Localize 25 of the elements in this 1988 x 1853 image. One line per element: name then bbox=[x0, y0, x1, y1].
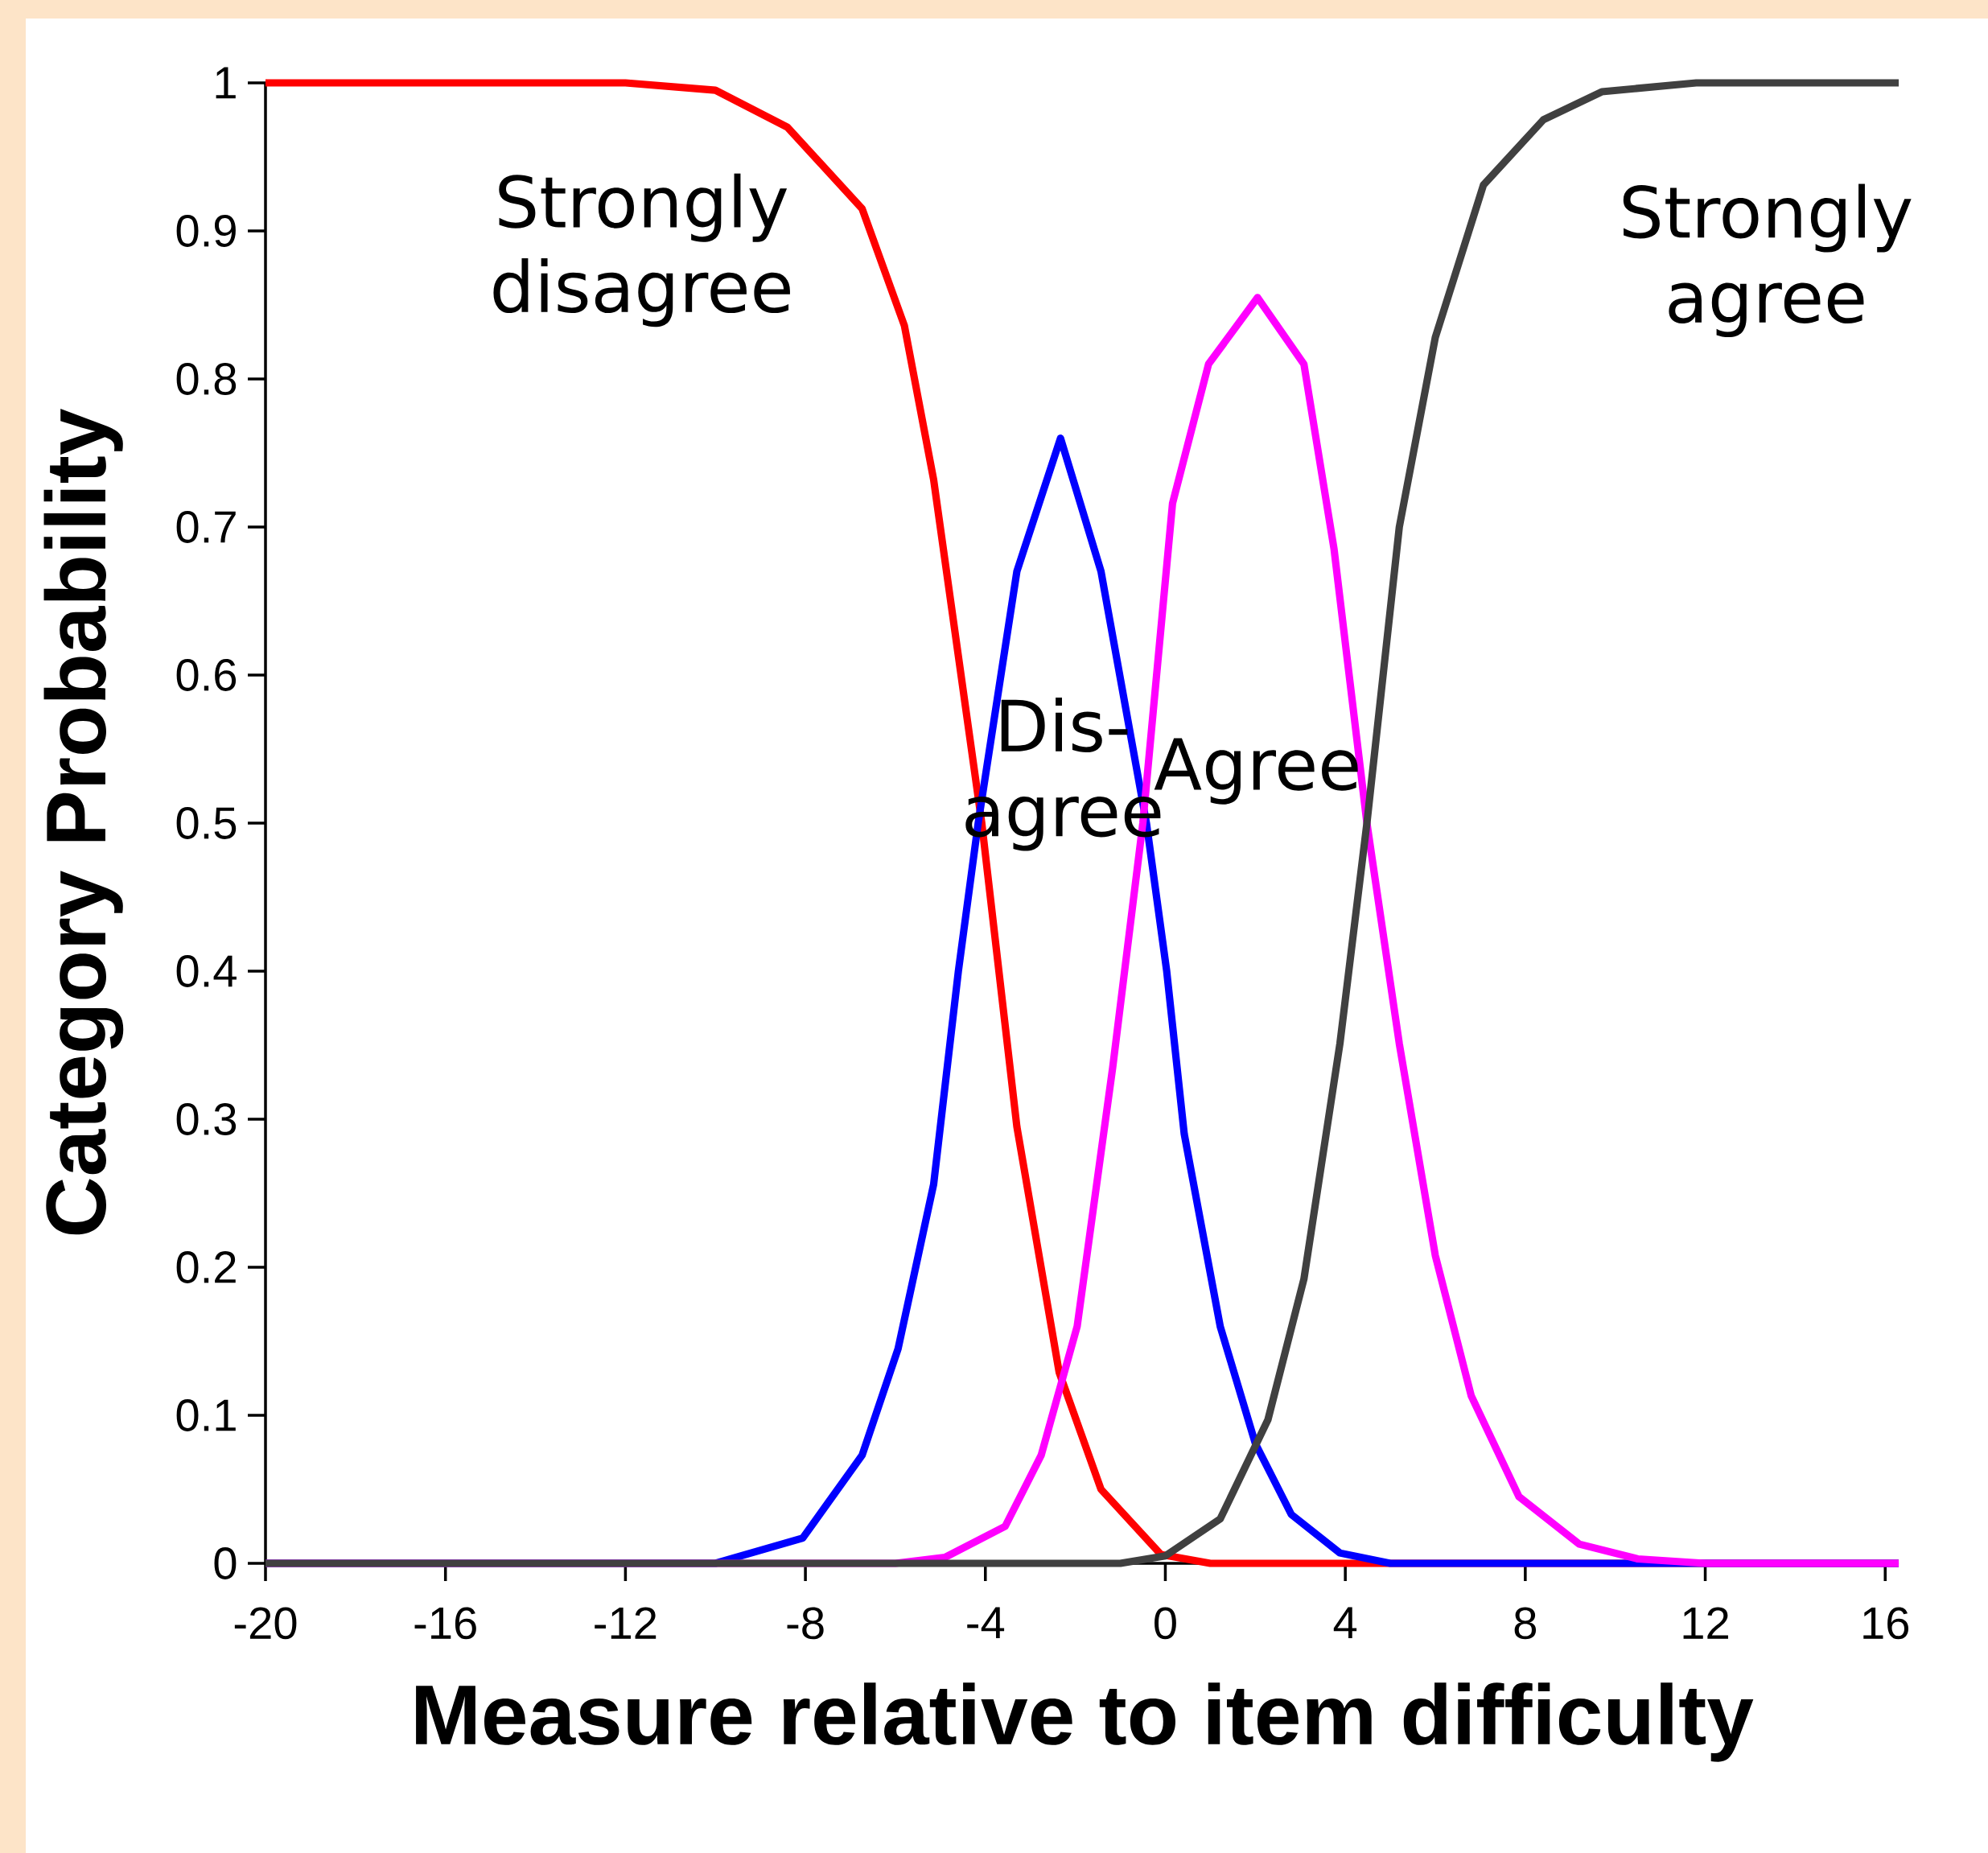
x-tick-label: 16 bbox=[1863, 1607, 1909, 1640]
x-tick-label: 0 bbox=[1155, 1607, 1176, 1640]
x-axis-title: Measure relative to item difficulty bbox=[416, 1682, 1754, 1762]
y-tick-label: 1 bbox=[216, 67, 236, 99]
y-tick-label: 0.6 bbox=[176, 659, 237, 691]
y-tick-label: 0.8 bbox=[176, 363, 237, 395]
y-tick-label: 0 bbox=[214, 1547, 237, 1579]
x-tick-label: -12 bbox=[595, 1607, 656, 1639]
y-tick-label: 0.4 bbox=[176, 955, 237, 987]
series-label: Strongly disagree bbox=[493, 173, 790, 327]
y-tick-label: 0.9 bbox=[176, 215, 236, 247]
x-tick-label: -16 bbox=[414, 1607, 476, 1640]
x-tick-label: -4 bbox=[967, 1607, 1005, 1639]
x-tick-label: 4 bbox=[1333, 1607, 1357, 1639]
x-tick-label: 12 bbox=[1683, 1607, 1728, 1639]
x-tick-label: 8 bbox=[1514, 1607, 1537, 1640]
y-tick-label: 0.2 bbox=[176, 1251, 236, 1283]
series-label: Strongly agree bbox=[1623, 183, 1912, 338]
y-axis-title: Category Probability bbox=[43, 409, 124, 1235]
x-tick-label: -20 bbox=[234, 1607, 297, 1640]
y-tick-label: 0.5 bbox=[176, 807, 237, 839]
y-tick-label: 0.7 bbox=[176, 511, 236, 543]
y-tick-label: 0.1 bbox=[176, 1399, 236, 1431]
y-tick-label: 0.3 bbox=[176, 1103, 237, 1135]
x-tick-label: -8 bbox=[787, 1607, 824, 1640]
